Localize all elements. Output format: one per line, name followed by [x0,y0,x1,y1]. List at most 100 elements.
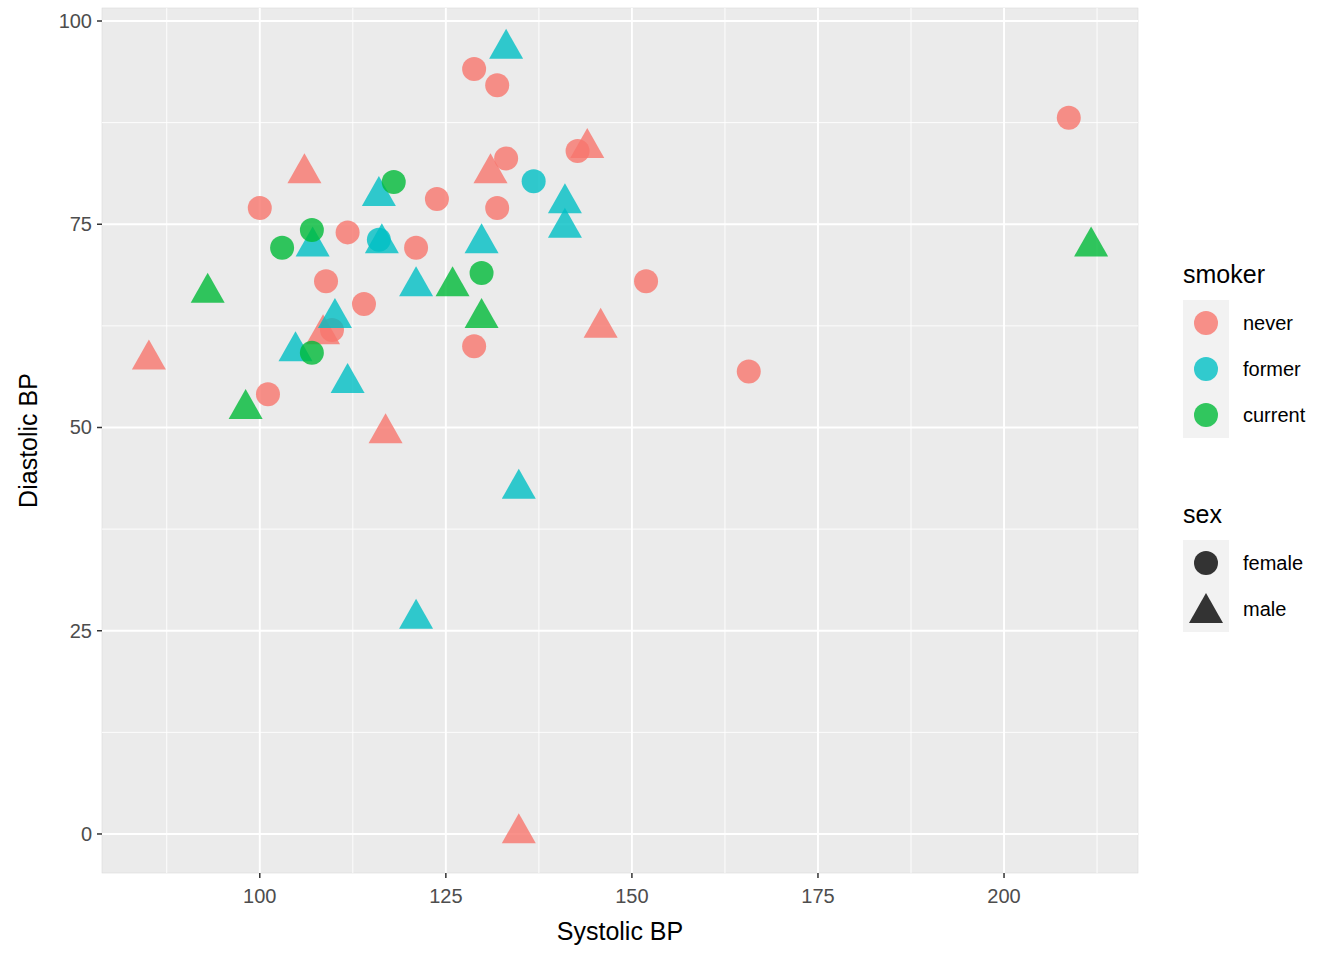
legend-key [1183,300,1229,346]
grid-line [102,833,1138,835]
tick [445,873,447,878]
point [248,196,272,220]
tick-label: 0 [81,823,92,845]
legend-marker [1194,403,1218,427]
point [522,169,546,193]
minor-grid-line [102,529,1138,530]
minor-grid-line [102,732,1138,733]
grid-line [1003,8,1005,873]
legend-marker [1194,311,1218,335]
legend-key [1183,392,1229,438]
minor-grid-line [102,122,1138,123]
legend-key [1183,346,1229,392]
tick-label: 25 [70,620,92,642]
tick [97,833,102,835]
point [425,187,449,211]
point [229,389,263,419]
grid-line [102,20,1138,22]
grid [102,8,1138,873]
axis-title: Systolic BP [557,917,683,945]
tick [817,873,819,878]
grid-line [817,8,819,873]
minor-grid-line [538,8,539,873]
tick-label: 50 [70,416,92,438]
legend-label: female [1243,552,1303,574]
point [465,223,499,253]
legend-label: former [1243,358,1301,380]
tick [631,873,633,878]
point [1074,226,1108,256]
tick [97,630,102,632]
point [352,292,376,316]
point [485,196,509,220]
point [191,273,225,303]
tick [97,20,102,22]
legend-key [1183,540,1229,586]
point [382,170,406,194]
point [336,220,360,244]
point [502,813,536,843]
point [470,261,494,285]
point [584,308,618,338]
point [365,223,399,253]
point [737,359,761,383]
point [404,236,428,260]
point [132,339,166,369]
point [485,73,509,97]
tick [1003,873,1005,878]
legend: smoker never former current sex female male [1183,260,1306,632]
grid-line [445,8,447,873]
point [462,334,486,358]
point [474,153,508,183]
tick [259,873,261,878]
point [436,266,470,296]
minor-grid-line [724,8,725,873]
point [399,599,433,629]
point [331,363,365,393]
points [132,29,1108,844]
background [0,0,1344,960]
point [462,57,486,81]
legend-title: smoker [1183,260,1265,288]
tick-label: 150 [615,885,648,907]
point [465,298,499,328]
grid-line [102,630,1138,632]
point [548,208,582,238]
minor-grid-line [102,325,1138,326]
tick-label: 175 [801,885,834,907]
tick-label: 125 [429,885,462,907]
point [314,269,338,293]
legend-marker [1194,551,1218,575]
legend-title: sex [1183,500,1222,528]
legend-key [1183,586,1229,632]
point [256,382,280,406]
point [399,266,433,296]
point [300,341,324,365]
legend-marker [1189,593,1223,623]
legend-label: male [1243,598,1286,620]
tick [97,224,102,226]
point [318,298,352,328]
chart: 1001251501752000255075100Systolic BPDias… [0,0,1344,960]
grid-line [631,8,633,873]
minor-grid-line [1097,8,1098,873]
tick-label: 100 [59,10,92,32]
legend-label: current [1243,404,1306,426]
tick-label: 75 [70,213,92,235]
point [1057,106,1081,130]
point [634,269,658,293]
point [502,469,536,499]
point [570,128,604,158]
panel [102,8,1138,873]
legend-label: never [1243,312,1293,334]
tick [97,427,102,429]
minor-grid-line [166,8,167,873]
point [489,29,523,59]
point [369,413,403,443]
tick-label: 200 [987,885,1020,907]
minor-grid-line [352,8,353,873]
grid-line [102,427,1138,429]
point [300,218,324,242]
legend-marker [1194,357,1218,381]
grid-line [259,8,261,873]
